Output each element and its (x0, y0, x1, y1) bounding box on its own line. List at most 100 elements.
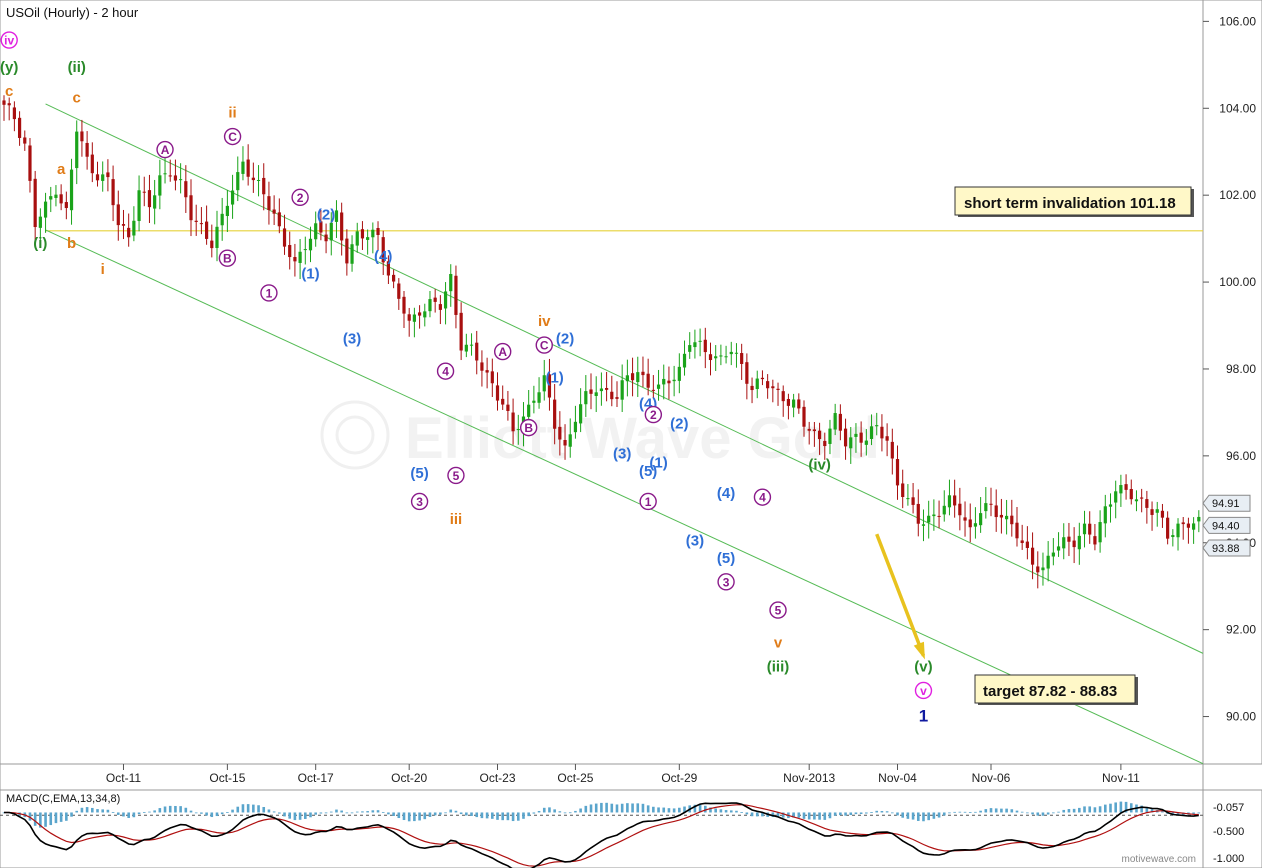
wave-label: (1) (545, 370, 563, 387)
price-tag-label: 94.91 (1212, 498, 1240, 510)
macd-histogram-bar (636, 803, 640, 813)
candle-body (194, 220, 198, 222)
candle-body (298, 251, 302, 263)
candle-body (994, 505, 998, 518)
wave-label-text: i (101, 261, 105, 278)
candle-body (890, 441, 894, 459)
macd-histogram-bar (49, 812, 53, 826)
y-axis-area (1202, 0, 1262, 765)
candle-body (1134, 499, 1139, 502)
y-tick-label: 96.00 (1226, 449, 1256, 463)
candle-body (345, 238, 349, 264)
wave-label: (i) (33, 235, 47, 252)
candle-body (833, 413, 837, 430)
candle-body (319, 221, 323, 233)
candle-body (916, 503, 920, 524)
candle-body (875, 425, 879, 427)
wave-label: i (101, 261, 105, 278)
price-tag-shape (1202, 516, 1251, 534)
wave-label: 5 (447, 466, 465, 485)
macd-histogram-bar (792, 812, 795, 818)
wave-label-circle (639, 492, 657, 511)
wave-label-circle (447, 466, 465, 485)
macd-histogram-bar (1005, 808, 1008, 813)
candle-body (1072, 540, 1076, 548)
price-tag: 94.91 (1202, 494, 1251, 512)
candle-body (594, 392, 598, 396)
candle-body (1077, 535, 1081, 550)
candle-body (469, 344, 474, 346)
wave-label: (ii) (68, 59, 86, 76)
candle-body (1176, 523, 1180, 538)
candle-body (355, 231, 359, 246)
candle-body (272, 209, 276, 214)
wave-label-circle (914, 681, 933, 700)
candle-body (1160, 510, 1165, 518)
macd-histogram-bar (1150, 809, 1154, 813)
x-tick-label: Oct-15 (209, 771, 245, 785)
wave-label-text: 1 (645, 495, 652, 509)
candle-body (28, 145, 32, 181)
macd-histogram-bar (1015, 810, 1019, 813)
wave-label: ii (228, 105, 236, 122)
wave-label: A (494, 342, 512, 361)
macd-histogram-bar (184, 807, 188, 813)
candle-body (838, 413, 842, 431)
candle-body (786, 398, 791, 406)
wave-label: a (57, 161, 66, 178)
macd-histogram-bar (605, 802, 608, 813)
macd-histogram-bar (615, 804, 619, 813)
macd-histogram-bar (1109, 803, 1112, 813)
macd-histogram-bar (568, 812, 572, 814)
macd-histogram-bar (194, 812, 198, 814)
candle-body (241, 161, 245, 174)
candle-body (999, 514, 1004, 518)
wave-label: B (519, 418, 538, 437)
wave-label-text: (4) (374, 248, 392, 265)
candle-body (163, 173, 167, 175)
candle-body (38, 216, 42, 228)
x-tick-label: Oct-20 (391, 771, 427, 785)
candle-body (1166, 517, 1170, 539)
macd-histogram-bar (470, 812, 473, 816)
macd-histogram-bar (802, 812, 806, 819)
macd-histogram-bar (241, 804, 245, 813)
macd-histogram-bar (813, 812, 816, 820)
macd-tick-2: -1.000 (1213, 853, 1244, 865)
macd-histogram-bar (781, 812, 785, 818)
candle-body (49, 196, 53, 200)
macd-histogram-bar (80, 807, 84, 813)
wave-label: 1 (639, 492, 657, 511)
wave-label-text: A (498, 345, 507, 359)
candle-body (921, 524, 926, 526)
price-tag-shape (1202, 494, 1251, 512)
target-note-box (974, 674, 1136, 704)
x-axis-area (0, 763, 1204, 791)
wave-label: 1 (919, 707, 928, 726)
macd-histogram-bar (698, 804, 702, 813)
candle-body (199, 223, 204, 225)
wave-label-circle (410, 492, 429, 511)
wave-label-text: c (73, 89, 81, 106)
macd-histogram-bar (1046, 812, 1050, 815)
wave-label-circle (0, 31, 18, 49)
candle-body (324, 234, 328, 242)
y-tick-label: 102.00 (1219, 188, 1256, 202)
candle-body (210, 240, 214, 249)
candle-body (740, 353, 744, 364)
macd-signal-line (4, 803, 1199, 867)
macd-histogram-bar (974, 811, 977, 813)
candle-body (854, 433, 858, 437)
wave-label: (5) (717, 550, 735, 567)
wave-label-text: 2 (297, 191, 304, 205)
macd-histogram-bar (579, 808, 582, 813)
wave-label: (iv) (808, 457, 831, 474)
candle-body (771, 386, 775, 389)
macd-histogram-bar (527, 812, 530, 817)
candle-body (443, 291, 448, 309)
macd-histogram-bar (496, 812, 499, 820)
macd-histogram-bar (200, 812, 203, 814)
macd-histogram-bar (631, 803, 634, 813)
macd-histogram-bar (1129, 803, 1133, 813)
macd-histogram-bar (844, 812, 847, 816)
